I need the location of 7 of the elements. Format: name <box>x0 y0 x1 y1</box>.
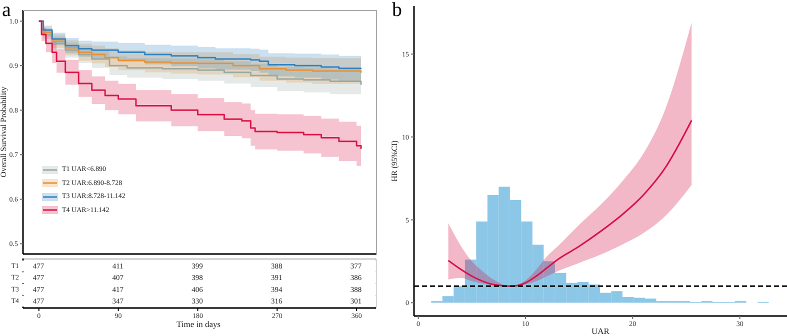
x-axis-title: UAR <box>592 326 610 336</box>
chart-title: b <box>392 0 402 21</box>
y-axis-title: Overall Survival Probability <box>0 86 8 178</box>
x-axis-title: Time in days <box>175 319 222 329</box>
chart-title: a <box>2 0 11 21</box>
line-series <box>448 120 692 287</box>
y-axis-title: HR (95%CI) <box>390 140 399 182</box>
